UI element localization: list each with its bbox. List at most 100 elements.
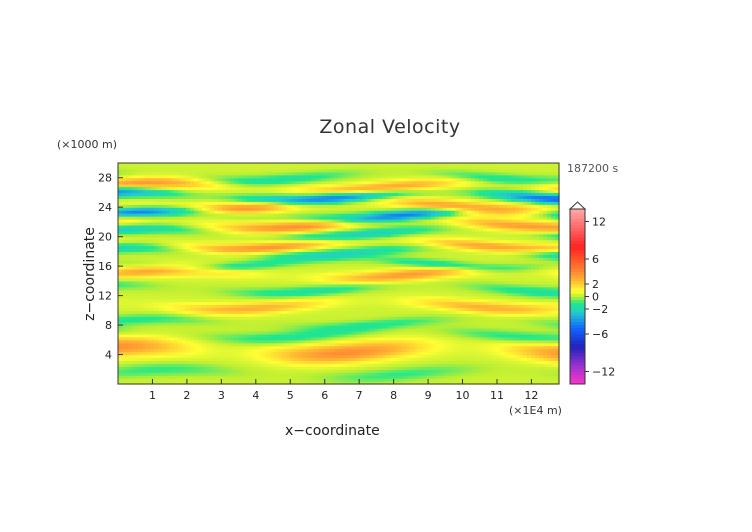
heatmap-cell (306, 342, 312, 347)
heatmap-cell (314, 348, 320, 353)
heatmap-cell (294, 345, 300, 350)
heatmap-cell (322, 183, 328, 188)
heatmap-cell (374, 163, 380, 167)
heatmap-cell (242, 304, 247, 308)
heatmap-cell (134, 286, 139, 291)
heatmap-cell (290, 330, 295, 335)
heatmap-cell (206, 163, 211, 167)
heatmap-cell (278, 239, 283, 244)
heatmap-cell (330, 189, 336, 194)
heatmap-cell (202, 257, 207, 261)
heatmap-cell (122, 204, 127, 208)
heatmap-cell (118, 298, 123, 303)
heatmap-cell (370, 319, 376, 323)
heatmap-cell (302, 330, 308, 335)
heatmap-cell (358, 198, 364, 202)
heatmap-cell (198, 227, 203, 232)
heatmap-cell (254, 280, 259, 285)
heatmap-cell (210, 233, 215, 238)
heatmap-cell (290, 180, 295, 185)
heatmap-cell (174, 251, 179, 255)
heatmap-cell (310, 218, 316, 223)
heatmap-cell (190, 207, 195, 211)
heatmap-cell (366, 254, 372, 258)
heatmap-cell (238, 224, 243, 229)
heatmap-cell (270, 180, 275, 185)
heatmap-cell (302, 257, 308, 261)
heatmap-cell (242, 168, 247, 173)
heatmap-cell (198, 174, 203, 179)
heatmap-cell (274, 283, 279, 288)
heatmap-cell (186, 163, 191, 167)
heatmap-cell (202, 163, 207, 167)
heatmap-cell (298, 236, 304, 241)
heatmap-cell (294, 328, 300, 332)
heatmap-cell (314, 201, 320, 205)
heatmap-cell (298, 322, 304, 326)
heatmap-cell (362, 274, 368, 279)
heatmap-cell (262, 192, 267, 197)
heatmap-cell (154, 280, 159, 285)
heatmap-cell (206, 260, 211, 264)
heatmap-cell (190, 310, 195, 314)
heatmap-cell (226, 177, 231, 182)
heatmap-cell (150, 218, 155, 223)
heatmap-cell (338, 210, 344, 214)
heatmap-cell (366, 165, 372, 170)
heatmap-cell (302, 345, 308, 350)
heatmap-cell (270, 195, 275, 199)
heatmap-cell (270, 298, 275, 303)
heatmap-cell (150, 375, 155, 379)
heatmap-cell (158, 369, 163, 373)
heatmap-cell (330, 319, 336, 323)
heatmap-cell (286, 180, 291, 185)
heatmap-cell (202, 339, 207, 344)
heatmap-cell (270, 254, 275, 258)
heatmap-cell (286, 239, 291, 244)
heatmap-cell (242, 272, 247, 276)
heatmap-cell (206, 207, 211, 211)
heatmap-cell (326, 330, 332, 335)
heatmap-cell (226, 274, 231, 279)
heatmap-cell (274, 248, 279, 252)
heatmap-cell (210, 263, 215, 267)
heatmap-cell (190, 218, 195, 223)
heatmap-cell (218, 230, 223, 235)
heatmap-cell (202, 174, 207, 179)
heatmap-cell (374, 310, 380, 314)
heatmap-cell (294, 186, 300, 191)
heatmap-cell (258, 325, 263, 329)
heatmap-cell (238, 369, 243, 373)
heatmap-cell (182, 248, 187, 252)
heatmap-cell (214, 369, 219, 373)
heatmap-cell (274, 186, 279, 191)
heatmap-cell (182, 357, 187, 362)
heatmap-cell (362, 269, 368, 273)
heatmap-cell (146, 360, 151, 364)
heatmap-cell (190, 283, 195, 288)
heatmap-cell (338, 165, 344, 170)
heatmap-cell (194, 322, 199, 326)
heatmap-cell (338, 277, 344, 282)
heatmap-cell (162, 254, 167, 258)
heatmap-cell (222, 280, 227, 285)
heatmap-cell (314, 165, 320, 170)
heatmap-cell (326, 254, 332, 258)
heatmap-cell (246, 165, 251, 170)
heatmap-cell (198, 280, 203, 285)
heatmap-cell (174, 375, 179, 379)
heatmap-cell (298, 210, 304, 214)
heatmap-cell (234, 286, 239, 291)
heatmap-cell (198, 295, 203, 300)
heatmap-cell (382, 351, 388, 356)
heatmap-cell (202, 221, 207, 226)
heatmap-cell (122, 378, 127, 382)
heatmap-cell (378, 177, 384, 182)
heatmap-cell (178, 260, 183, 264)
heatmap-cell (194, 310, 199, 314)
heatmap-cell (118, 357, 123, 362)
heatmap-cell (150, 227, 155, 232)
heatmap-cell (198, 342, 203, 347)
heatmap-cell (354, 375, 360, 379)
heatmap-cell (318, 381, 324, 385)
